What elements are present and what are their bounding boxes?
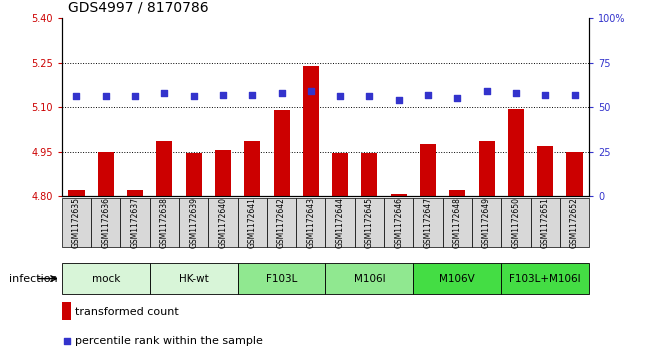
Bar (303, 66, 319, 196)
Text: GSM1172648: GSM1172648 (453, 197, 462, 248)
Text: mock: mock (92, 274, 120, 284)
Bar (384, 198, 413, 247)
Point (71, 94, 82, 99)
Point (247, 92, 257, 98)
Text: GSM1172635: GSM1172635 (72, 197, 81, 248)
Bar (267, 198, 296, 247)
Bar (91, 198, 120, 247)
Bar (537, 146, 553, 196)
Text: GSM1172636: GSM1172636 (102, 197, 110, 248)
Text: GSM1172644: GSM1172644 (336, 197, 344, 248)
Text: GSM1172646: GSM1172646 (395, 197, 403, 248)
Bar (179, 198, 208, 247)
Point (217, 92, 228, 98)
Text: infection: infection (9, 274, 58, 284)
Text: GSM1172639: GSM1172639 (189, 197, 198, 248)
Bar (413, 263, 501, 294)
Text: GSM1172647: GSM1172647 (424, 197, 432, 248)
Bar (355, 198, 384, 247)
Bar (566, 152, 583, 196)
Bar (443, 198, 472, 247)
Bar (326, 198, 355, 247)
Bar (332, 153, 348, 196)
Bar (449, 190, 465, 196)
Text: GSM1172638: GSM1172638 (160, 197, 169, 248)
Bar (391, 193, 407, 196)
Bar (296, 198, 326, 247)
Point (569, 92, 579, 98)
Point (305, 88, 316, 94)
Text: GSM1172642: GSM1172642 (277, 197, 286, 248)
Bar (326, 263, 413, 294)
Bar (560, 198, 589, 247)
Point (364, 94, 374, 99)
Text: GSM1172643: GSM1172643 (307, 197, 315, 248)
Text: GSM1172640: GSM1172640 (219, 197, 227, 248)
Point (481, 88, 492, 94)
Text: F103L: F103L (266, 274, 298, 284)
Bar (501, 198, 531, 247)
Point (188, 94, 199, 99)
Point (159, 90, 169, 96)
Bar (472, 198, 501, 247)
Point (100, 94, 111, 99)
Point (540, 92, 550, 98)
Text: GSM1172651: GSM1172651 (541, 197, 549, 248)
Bar (150, 263, 238, 294)
Bar (62, 198, 91, 247)
Bar (62, 263, 150, 294)
Text: GSM1172650: GSM1172650 (512, 197, 520, 248)
Point (510, 90, 521, 96)
Bar (98, 152, 114, 196)
Bar (215, 150, 231, 196)
Bar (244, 141, 260, 196)
Text: GSM1172641: GSM1172641 (248, 197, 256, 248)
Text: M106V: M106V (439, 274, 475, 284)
Text: GDS4997 / 8170786: GDS4997 / 8170786 (68, 0, 209, 15)
Bar (120, 198, 150, 247)
Text: percentile rank within the sample: percentile rank within the sample (75, 336, 263, 346)
Bar (361, 153, 378, 196)
Bar (413, 198, 443, 247)
Bar (150, 198, 179, 247)
Text: GSM1172645: GSM1172645 (365, 197, 374, 248)
Point (393, 97, 404, 103)
Text: M106I: M106I (353, 274, 385, 284)
Point (276, 90, 286, 96)
Text: GSM1172652: GSM1172652 (570, 197, 579, 248)
Point (130, 94, 140, 99)
Point (423, 92, 434, 98)
Point (61, 338, 72, 344)
Bar (156, 141, 173, 196)
Bar (68, 190, 85, 196)
Bar (508, 110, 524, 196)
Bar (420, 144, 436, 196)
Bar (238, 198, 267, 247)
Bar (186, 153, 202, 196)
Point (452, 95, 462, 101)
Bar (238, 263, 326, 294)
Text: GSM1172649: GSM1172649 (482, 197, 491, 248)
Point (335, 94, 345, 99)
Text: F103L+M106I: F103L+M106I (509, 274, 581, 284)
Text: GSM1172637: GSM1172637 (131, 197, 139, 248)
Bar (127, 190, 143, 196)
Bar (531, 198, 560, 247)
Text: transformed count: transformed count (75, 307, 179, 317)
Text: HK-wt: HK-wt (179, 274, 208, 284)
Bar (478, 141, 495, 196)
Bar (62, 302, 72, 320)
Bar (273, 110, 290, 196)
Bar (501, 263, 589, 294)
Bar (208, 198, 238, 247)
